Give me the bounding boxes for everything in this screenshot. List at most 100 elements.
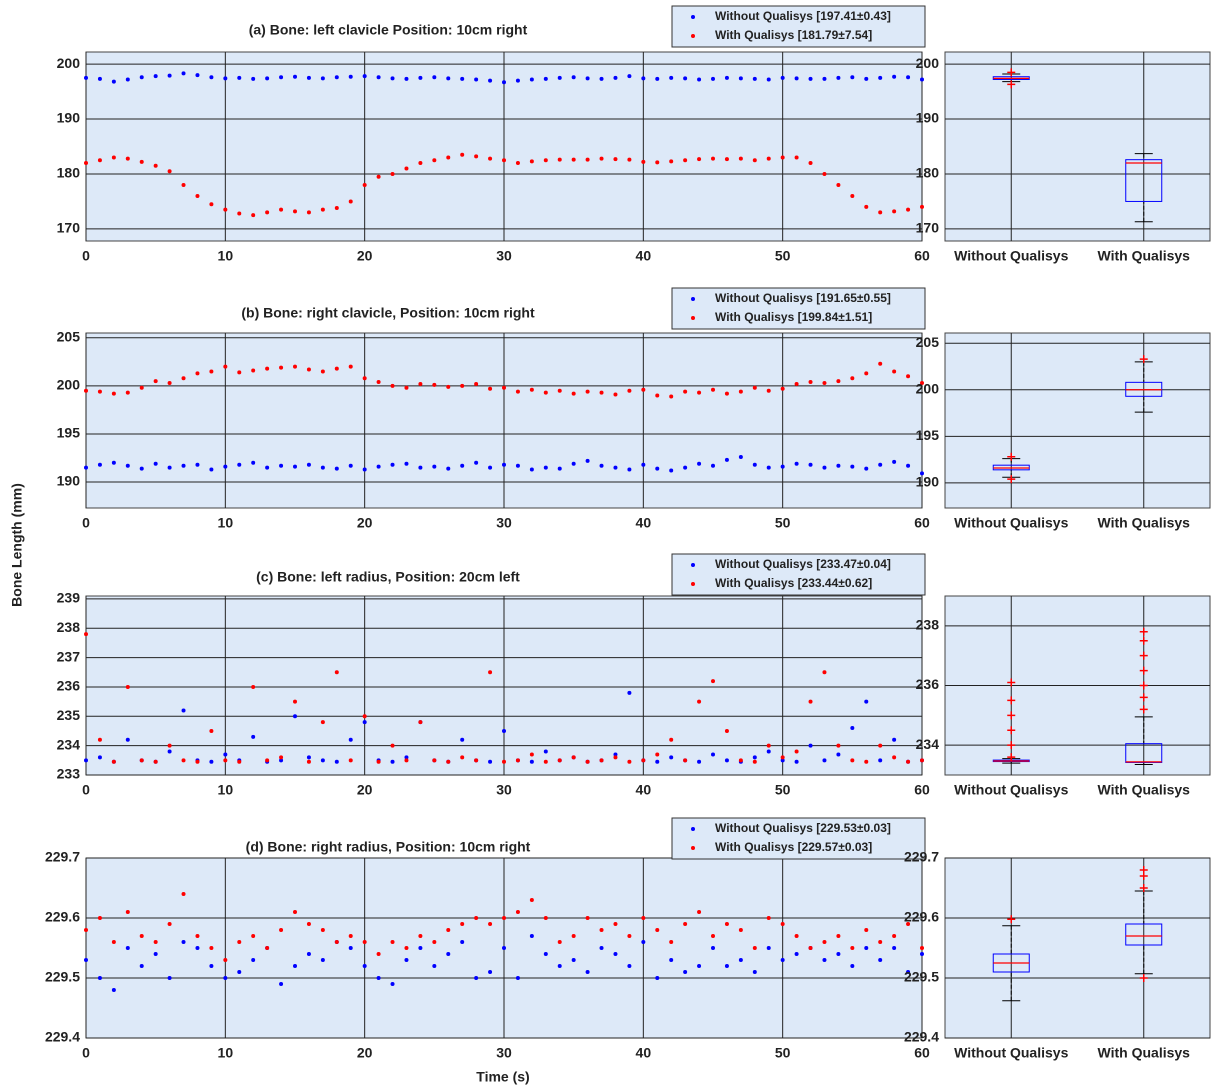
data-point xyxy=(892,946,897,950)
data-point xyxy=(892,755,897,760)
data-point xyxy=(84,160,88,165)
data-point xyxy=(111,460,116,465)
y-tick-label: 190 xyxy=(57,110,81,126)
data-point xyxy=(237,370,242,375)
data-point xyxy=(97,976,102,980)
data-point xyxy=(334,206,339,211)
data-point xyxy=(265,758,270,763)
data-point xyxy=(502,462,506,467)
legend-box xyxy=(671,817,926,860)
data-point xyxy=(738,76,743,81)
box xyxy=(1125,923,1163,946)
data-point xyxy=(906,207,911,212)
data-point xyxy=(724,758,729,763)
data-point xyxy=(711,934,715,938)
data-point xyxy=(724,964,729,968)
legend-label: Without Qualisys [191.65±0.55] xyxy=(715,291,891,305)
data-point xyxy=(195,73,200,78)
x-tick-label: 40 xyxy=(636,782,652,798)
data-point xyxy=(724,157,729,162)
data-point xyxy=(599,463,604,468)
data-point xyxy=(97,755,102,760)
y-tick-label: 195 xyxy=(57,425,81,441)
data-point xyxy=(432,382,437,387)
data-point xyxy=(209,202,214,207)
data-point xyxy=(502,946,506,950)
data-point xyxy=(850,964,855,968)
x-tick-label: 40 xyxy=(636,248,652,264)
data-point xyxy=(334,940,339,944)
data-point xyxy=(404,946,409,950)
data-point xyxy=(906,75,911,80)
data-point xyxy=(850,376,855,381)
data-point xyxy=(293,699,297,704)
data-point xyxy=(711,156,715,161)
data-point xyxy=(641,940,646,944)
outlier xyxy=(1139,974,1148,982)
data-point xyxy=(153,163,158,168)
data-point xyxy=(195,759,200,764)
data-point xyxy=(251,958,256,962)
data-point xyxy=(836,75,841,80)
data-point xyxy=(641,758,646,763)
data-point xyxy=(515,910,520,914)
data-point xyxy=(293,209,297,214)
data-point xyxy=(920,204,924,209)
data-point xyxy=(557,157,562,162)
data-point xyxy=(836,182,841,187)
data-point xyxy=(348,74,353,79)
data-point xyxy=(906,922,911,926)
data-point xyxy=(446,466,451,471)
data-point xyxy=(780,922,785,926)
x-tick-label: 20 xyxy=(357,515,373,531)
data-point xyxy=(293,364,297,369)
data-point xyxy=(84,632,88,637)
data-point xyxy=(599,156,604,161)
data-point xyxy=(697,699,702,704)
data-point xyxy=(683,389,688,394)
data-point xyxy=(599,758,604,763)
data-point xyxy=(822,758,827,763)
data-point xyxy=(209,467,214,472)
data-point xyxy=(864,371,869,376)
data-point xyxy=(460,922,465,926)
y-tick-label: 229.4 xyxy=(45,1029,80,1045)
data-point xyxy=(878,958,883,962)
outlier xyxy=(1007,711,1016,720)
data-point xyxy=(697,461,702,466)
data-point xyxy=(878,361,883,366)
data-point xyxy=(892,369,897,374)
data-point xyxy=(167,73,172,78)
legend-marker xyxy=(691,827,695,831)
y-tick-label: 200 xyxy=(916,380,940,396)
data-point xyxy=(529,467,534,472)
data-point xyxy=(279,75,284,80)
data-point xyxy=(474,976,479,980)
outlier xyxy=(1007,741,1016,750)
data-point xyxy=(613,75,618,80)
outlier xyxy=(1007,726,1016,735)
data-point xyxy=(794,952,799,956)
data-point xyxy=(376,380,381,385)
data-point xyxy=(139,466,144,471)
data-point xyxy=(585,389,590,394)
legend-marker xyxy=(691,297,695,301)
y-tick-label: 235 xyxy=(57,707,81,723)
data-point xyxy=(418,75,423,80)
x-tick-label: Without Qualisys xyxy=(954,782,1068,798)
data-point xyxy=(683,970,688,974)
data-point xyxy=(251,934,256,938)
data-point xyxy=(390,940,395,944)
x-tick-label: Without Qualisys xyxy=(954,1045,1068,1061)
data-point xyxy=(279,982,284,986)
data-point xyxy=(585,157,590,162)
data-point xyxy=(794,934,799,938)
data-point xyxy=(181,892,186,896)
data-point xyxy=(404,958,409,962)
data-point xyxy=(111,988,116,992)
outlier xyxy=(1007,452,1016,461)
data-point xyxy=(752,385,757,390)
data-point xyxy=(460,940,465,944)
data-point xyxy=(181,463,186,468)
outlier xyxy=(1007,696,1016,705)
